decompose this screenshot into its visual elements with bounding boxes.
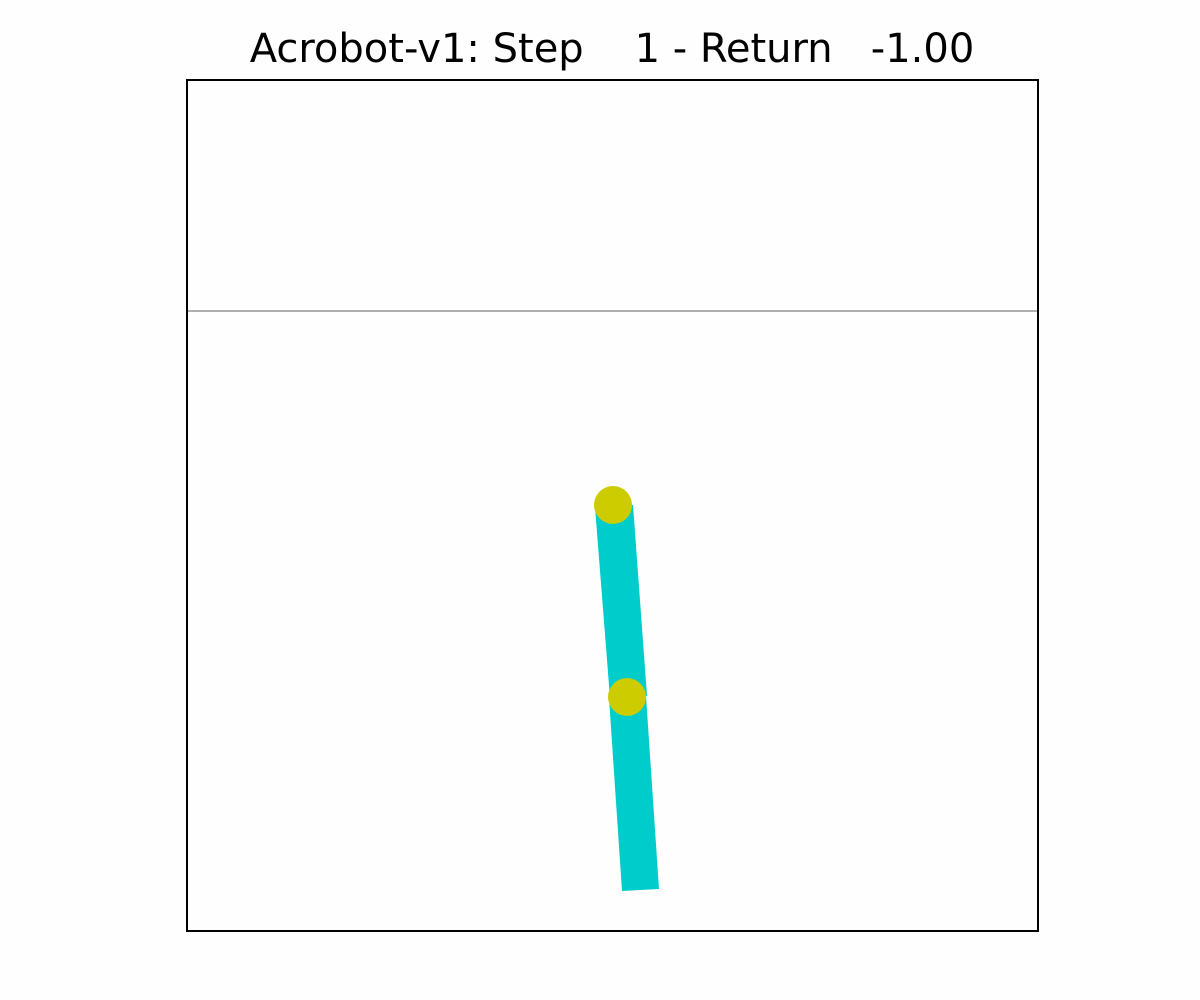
render-frame bbox=[186, 79, 1039, 932]
link-1 bbox=[595, 505, 647, 698]
acrobot-scene bbox=[188, 310, 1037, 891]
return-value: -1.00 bbox=[870, 26, 975, 72]
step-label: Step bbox=[492, 26, 584, 72]
step-value: 1 bbox=[634, 26, 661, 72]
base-joint bbox=[594, 486, 632, 524]
episode-title: Acrobot-v1: Step 1 - Return -1.00 bbox=[249, 26, 975, 72]
env-name: Acrobot-v1 bbox=[249, 26, 467, 72]
return-label: Return bbox=[699, 26, 833, 72]
link-2 bbox=[609, 696, 659, 891]
elbow-joint bbox=[608, 678, 646, 716]
